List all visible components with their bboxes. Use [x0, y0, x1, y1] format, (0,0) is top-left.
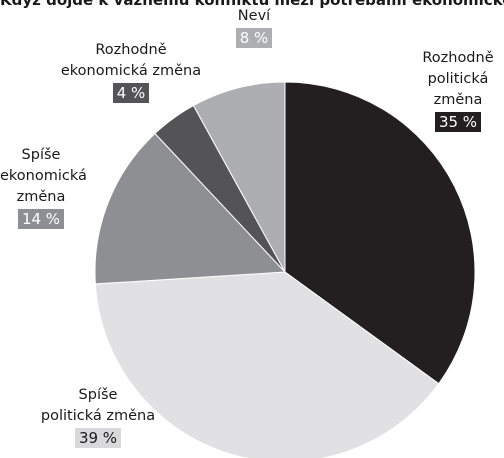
- slice-label-line: Spíše: [78, 387, 118, 403]
- slice-label-line: Neví: [237, 8, 271, 24]
- pie-slice-2: [94, 132, 287, 285]
- chart-title: Když dojde k vážnému konfliktu mezi potř…: [0, 0, 504, 9]
- slice-value-badge: 14 %: [17, 209, 65, 229]
- slice-value-badge: 35 %: [434, 112, 482, 132]
- slice-label-line: ekonomická: [0, 168, 87, 184]
- slice-label-line: politická: [427, 71, 489, 87]
- slice-value-badge: 8 %: [235, 28, 273, 48]
- slice-value-badge: 4 %: [112, 83, 150, 103]
- slice-label-rozhodne-ekonomicka: Rozhodně ekonomická změna 4 %: [56, 40, 206, 105]
- slice-label-rozhodne-politicka: Rozhodně politická změna 35 %: [412, 48, 504, 134]
- slice-label-spise-ekonomicka: Spíše ekonomická změna 14 %: [0, 145, 87, 231]
- pie-slice-4: [192, 81, 286, 273]
- slice-label-line: změna: [16, 189, 66, 205]
- slice-label-line: ekonomická změna: [60, 63, 202, 79]
- slice-label-line: Rozhodně: [422, 50, 494, 66]
- slice-label-line: politická změna: [40, 408, 156, 424]
- slice-label-spise-politicka: Spíše politická změna 39 %: [28, 385, 168, 450]
- pie-slice-1: [94, 271, 440, 458]
- slice-label-line: změna: [433, 92, 483, 108]
- slice-label-line: Spíše: [21, 147, 61, 163]
- pie-slice-0: [284, 81, 476, 385]
- slice-label-nevi: Neví 8 %: [224, 6, 284, 50]
- slice-value-badge: 39 %: [74, 428, 122, 448]
- slice-label-line: Rozhodně: [95, 42, 167, 58]
